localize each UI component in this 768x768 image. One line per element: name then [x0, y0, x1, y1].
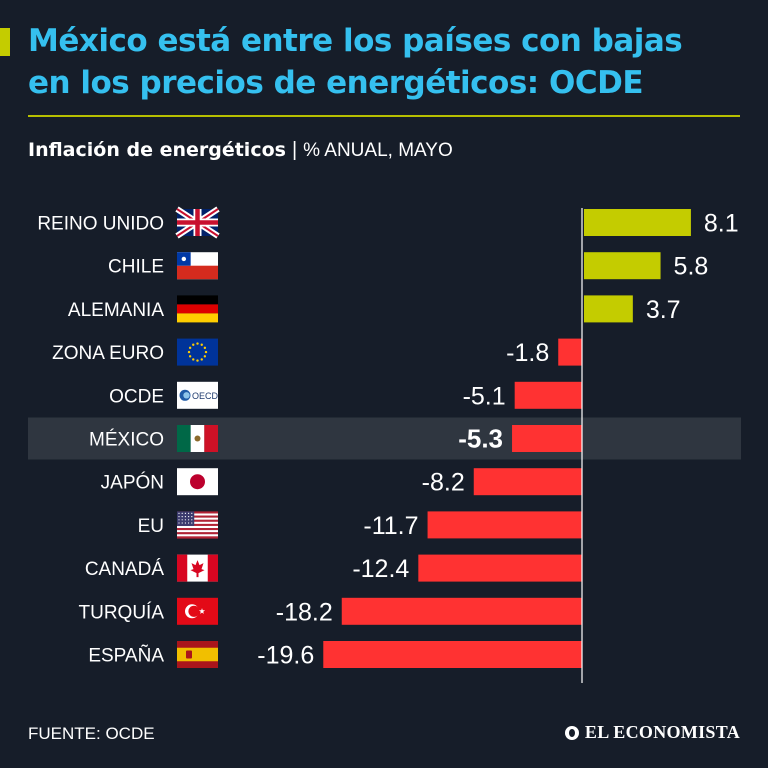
- category-label-chile: CHILE: [108, 257, 164, 278]
- value-label-chile: 5.8: [674, 253, 709, 281]
- chile-flag-icon: [177, 252, 218, 280]
- value-label-espana: -19.6: [257, 642, 314, 670]
- value-label-ocde: -5.1: [463, 382, 506, 410]
- brand-icon: [564, 725, 579, 740]
- bar-zona-euro: [558, 338, 582, 366]
- svg-text:OECD: OECD: [192, 391, 219, 401]
- category-label-espana: ESPAÑA: [88, 645, 164, 667]
- category-label-canada: CANADÁ: [85, 559, 165, 580]
- chart-subtitle: Inflación de energéticos |% ANUAL, MAYO: [28, 139, 453, 162]
- value-label-turquia: -18.2: [276, 598, 333, 626]
- title-accent-marker: [0, 28, 10, 56]
- spain-flag-icon: [177, 641, 218, 668]
- bar-japon: [473, 468, 582, 496]
- category-label-alemania: ALEMANIA: [68, 300, 164, 321]
- category-label-mexico: MÉXICO: [89, 430, 164, 451]
- uk-flag-icon: [175, 206, 220, 239]
- chart-subtitle-separator: |: [291, 139, 298, 161]
- bar-reino-unido: [584, 209, 691, 236]
- value-label-japon: -8.2: [422, 469, 465, 497]
- canada-flag-icon: [177, 554, 218, 582]
- brand-name: EL ECONOMISTA: [584, 722, 740, 742]
- japan-flag-icon: [177, 468, 218, 496]
- value-label-zona-euro: -1.8: [506, 339, 549, 367]
- value-label-reino-unido: 8.1: [704, 210, 739, 238]
- bar-turquia: [341, 597, 582, 625]
- mexico-flag-icon: [177, 425, 218, 452]
- category-label-reino-unido: REINO UNIDO: [37, 214, 164, 235]
- value-label-eu: -11.7: [363, 512, 418, 540]
- chart-subtitle-main: Inflación de energéticos: [28, 139, 286, 161]
- bar-espana: [323, 641, 582, 668]
- value-label-mexico: -5.3: [458, 424, 503, 454]
- germany-flag-icon: [177, 295, 218, 323]
- bar-eu: [427, 511, 582, 539]
- category-label-japon: JAPÓN: [101, 472, 164, 494]
- eu-flag-icon: [177, 338, 218, 366]
- highlight-row-band: [28, 417, 741, 460]
- value-label-canada: -12.4: [352, 555, 409, 583]
- title-divider: [28, 115, 740, 117]
- value-label-alemania: 3.7: [646, 296, 681, 324]
- bar-mexico: [512, 425, 582, 452]
- usa-flag-icon: [177, 511, 218, 539]
- category-label-turquia: TURQUÍA: [79, 602, 165, 623]
- category-label-eu: EU: [138, 516, 164, 537]
- bar-ocde: [514, 381, 582, 409]
- page-title: México está entre los países con bajas e…: [28, 23, 683, 101]
- brand-logo: EL ECONOMISTA: [564, 722, 740, 743]
- turkey-flag-icon: [177, 597, 218, 625]
- chart-subtitle-unit: % ANUAL, MAYO: [303, 140, 453, 161]
- bar-chile: [584, 252, 661, 280]
- oecd-logo-icon: OECD: [177, 381, 219, 409]
- category-label-ocde: OCDE: [109, 386, 164, 407]
- bar-alemania: [584, 295, 633, 323]
- category-label-zona-euro: ZONA EURO: [52, 343, 164, 364]
- bar-canada: [418, 554, 582, 582]
- source-note: FUENTE: OCDE: [28, 724, 155, 743]
